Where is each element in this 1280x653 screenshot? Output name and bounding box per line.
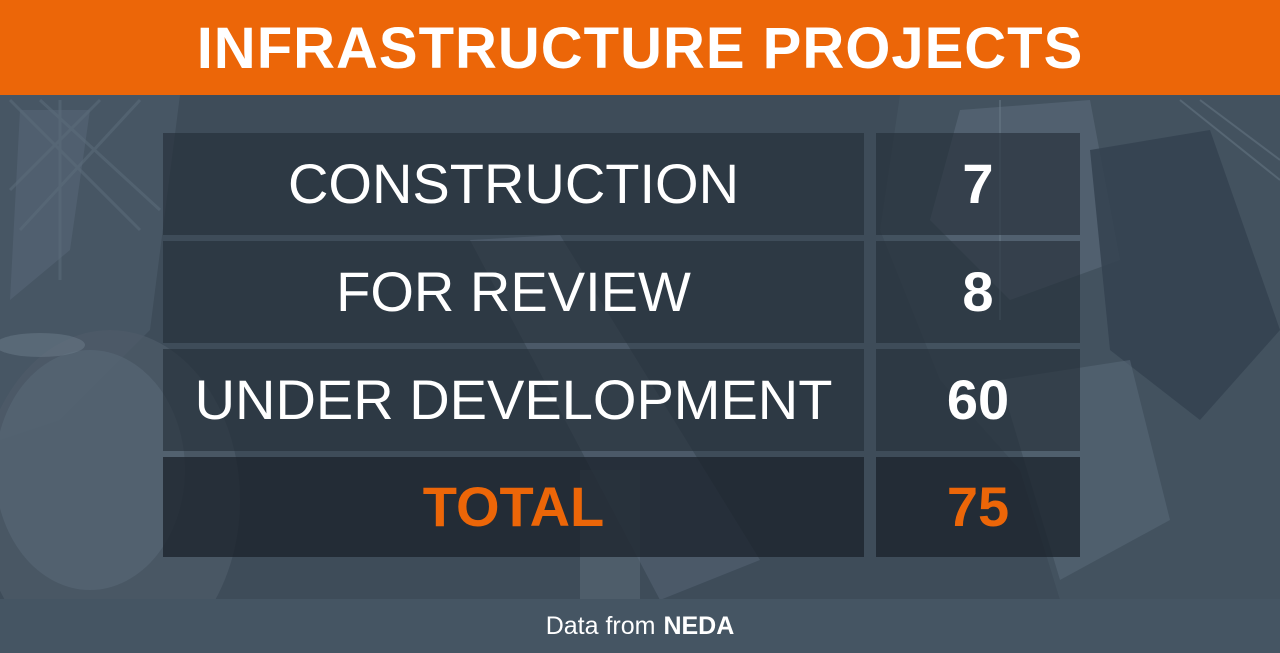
row-value: 60 [876,349,1080,451]
table-row-for-review: FOR REVIEW 8 [163,241,1080,343]
chart-title: INFRASTRUCTURE PROJECTS [196,15,1084,81]
total-value: 75 [876,457,1080,557]
row-label: FOR REVIEW [163,241,864,343]
title-bar: INFRASTRUCTURE PROJECTS [0,0,1280,95]
table-row-total: TOTAL 75 [163,457,1080,557]
table-row-under-development: UNDER DEVELOPMENT 60 [163,349,1080,451]
row-value: 7 [876,133,1080,235]
row-label: CONSTRUCTION [163,133,864,235]
source-name: NEDA [663,611,735,640]
table-row-construction: CONSTRUCTION 7 [163,133,1080,235]
row-label: UNDER DEVELOPMENT [163,349,864,451]
projects-table: CONSTRUCTION 7 FOR REVIEW 8 UNDER DEVELO… [163,133,1080,557]
row-value: 8 [876,241,1080,343]
source-footer: Data from NEDA [0,599,1280,653]
source-prefix: Data from [545,611,656,640]
total-label: TOTAL [163,457,864,557]
